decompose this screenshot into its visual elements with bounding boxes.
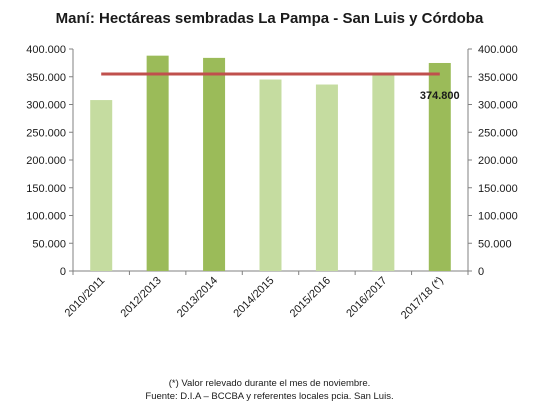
bar [146,55,169,271]
y-tick-label-left: 300.000 [26,100,66,112]
x-tick-label: 2010/2011 [63,275,108,320]
chart-title: Maní: Hectáreas sembradas La Pampa - San… [55,10,484,27]
footnote: (*) Valor relevado durante el mes de nov… [168,378,371,389]
y-tick-label-right: 250.000 [478,127,518,139]
y-tick-label-right: 400.000 [478,44,518,56]
bar [259,79,282,272]
y-tick-label-right: 150.000 [478,183,518,195]
x-tick-label: 2012/2013 [119,275,164,320]
y-tick-label-left: 250.000 [26,127,66,139]
y-tick-label-right: 100.000 [478,211,518,223]
bar [90,100,113,271]
y-tick-label-right: 300.000 [478,100,518,112]
y-tick-label-left: 150.000 [26,183,66,195]
x-tick-label: 2016/2017 [344,275,389,320]
x-tick-label: 2015/2016 [288,275,333,320]
y-tick-label-right: 350.000 [478,72,518,84]
y-tick-label-left: 0 [60,266,66,278]
x-tick-label: 2014/2015 [231,275,276,320]
y-tick-label-left: 400.000 [26,44,66,56]
y-tick-label-left: 50.000 [32,238,66,250]
y-tick-label-right: 0 [478,266,484,278]
chart-bars [90,55,451,272]
bar [428,62,451,272]
bar [203,57,226,271]
x-tick-label: 2017/18 (*) [399,275,446,322]
y-tick-label-left: 350.000 [26,72,66,84]
bar [372,73,395,271]
y-tick-label-right: 200.000 [478,155,518,167]
chart-notes: (*) Valor relevado durante el mes de nov… [0,377,539,403]
source-note: Fuente: D.I.A – BCCBA y referentes local… [145,391,394,402]
bar [315,84,338,272]
y-tick-label-right: 50.000 [478,238,512,250]
x-tick-label: 2013/2014 [175,275,220,320]
y-tick-label-left: 200.000 [26,155,66,167]
data-label: 374.800 [420,90,460,102]
y-tick-label-left: 100.000 [26,211,66,223]
